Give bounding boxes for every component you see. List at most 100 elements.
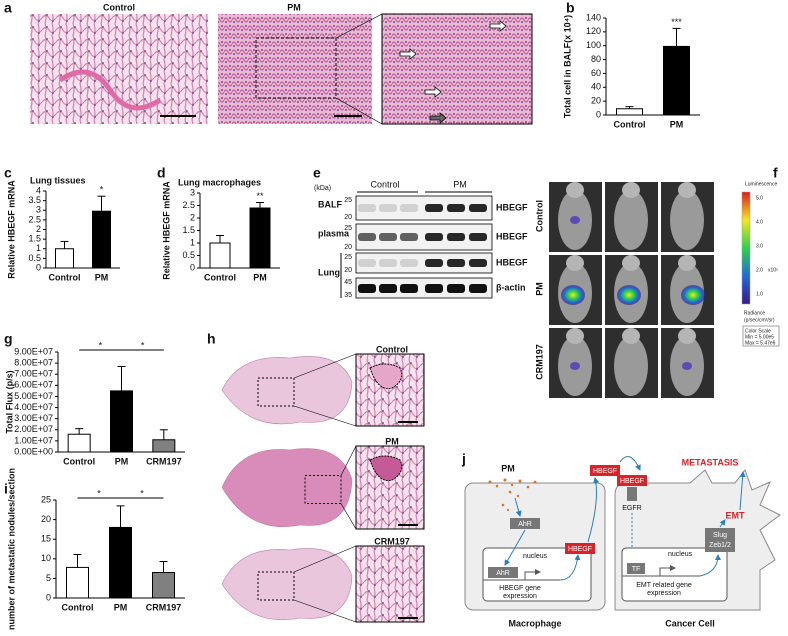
y-tick-label: 2.5	[182, 200, 195, 210]
panel-letter: a	[4, 0, 12, 16]
scale-tick: 5.0	[756, 195, 763, 201]
image-label: PM	[287, 2, 301, 12]
y-tick-label: 25	[41, 494, 51, 504]
bar	[152, 439, 176, 453]
kda-marker: 20	[344, 267, 352, 274]
y-tick-label: 0	[190, 262, 195, 272]
blot-band	[379, 284, 397, 293]
panel-letter: c	[4, 165, 12, 181]
mouse-head	[566, 255, 584, 271]
bar	[67, 433, 91, 453]
y-tick-label: 4.00E+07	[14, 402, 53, 412]
histology-zoom	[381, 13, 533, 125]
kda-marker: 45	[344, 279, 352, 286]
blot-band	[358, 233, 376, 241]
mouse-head	[566, 182, 584, 198]
diagram-label: expression	[503, 593, 537, 600]
diagram-label: AhR	[496, 570, 510, 577]
y-tick-label: 8.00E+07	[14, 357, 53, 367]
bar	[249, 207, 271, 269]
diagram-label: Macrophage	[508, 618, 561, 628]
y-tick-label: 0.00E+00	[14, 446, 53, 456]
x-tick-label: PM	[253, 272, 267, 282]
kda-marker: 20	[344, 214, 352, 221]
blot-image	[355, 252, 493, 274]
blot-band	[425, 233, 443, 241]
bar	[616, 108, 643, 116]
y-tick-label: 2.00E+07	[14, 424, 53, 434]
nodule	[369, 455, 403, 482]
scale-tick: 4.0	[756, 219, 763, 225]
zoom-line	[293, 405, 357, 427]
scale-tick: 3.0	[756, 243, 763, 249]
blot-band	[400, 204, 418, 212]
panel-e: (kDa) Control PM 25 20 HBEGF 25 20 HBEGF 25 20 H…	[314, 179, 528, 298]
blot-band	[400, 233, 418, 241]
blot-band	[447, 259, 465, 267]
blot-band	[469, 259, 487, 267]
y-tick-label: 9.00E+07	[14, 346, 53, 356]
zoom-line	[293, 545, 357, 573]
row-label: CRM197	[534, 344, 544, 380]
kda-marker: 35	[344, 292, 352, 299]
blot-band	[447, 284, 465, 293]
y-tick-label: 10	[41, 553, 51, 563]
tissue-section	[221, 448, 353, 527]
y-tick-label: 0.5	[182, 250, 195, 260]
panel-letter: g	[4, 331, 13, 347]
diagram-label: HBEGF	[593, 468, 617, 475]
diagram-label: Zeb1/2	[709, 542, 731, 549]
sample-label: plasma	[318, 228, 350, 238]
zoom-box	[304, 475, 342, 504]
bar	[109, 526, 132, 599]
zoom-line	[340, 503, 357, 530]
scale-tick: 2.0	[756, 267, 763, 273]
chart-title: Lung macrophages	[178, 177, 261, 187]
y-tick-label: 3.00E+07	[14, 413, 53, 423]
bar	[55, 248, 74, 269]
x-tick-label: PM	[114, 602, 128, 612]
tissue-section	[221, 356, 353, 425]
group-label: PM	[453, 179, 467, 189]
blot-band	[400, 284, 418, 293]
panel-letter: b	[566, 0, 575, 16]
blot-band	[425, 204, 443, 212]
protein-label: HBEGF	[496, 231, 528, 241]
x-tick-label: Control	[62, 602, 94, 612]
diagram-label: HBEGF	[620, 478, 644, 485]
scale-title: Luminescence	[745, 181, 777, 187]
diagram-label: PM	[501, 463, 515, 473]
bar	[66, 566, 89, 599]
y-tick-label: 20	[591, 96, 601, 106]
x-tick-label: Control	[49, 272, 81, 282]
x-tick-label: Control	[204, 272, 236, 282]
x-tick-label: PM	[95, 272, 109, 282]
blot-band	[358, 204, 376, 212]
y-axis-label: Relative HBEGF mRNA	[161, 181, 171, 280]
y-tick-label: 140	[586, 12, 601, 22]
x-tick-label: PM	[115, 456, 129, 466]
bar	[663, 45, 690, 116]
zoom-line	[340, 445, 357, 476]
y-tick-label: 1	[190, 237, 195, 247]
mouse-head	[622, 182, 640, 198]
scale-unit: x10⁶	[768, 267, 778, 273]
row-label: PM	[534, 282, 544, 296]
y-tick-label: 1.5	[28, 234, 41, 244]
y-tick-label: 1.5	[182, 225, 195, 235]
diagram-label: Cancer Cell	[665, 618, 715, 628]
scale-label: Color Scale	[745, 328, 771, 334]
scale-label: Min = 5.00e5	[745, 334, 774, 340]
y-tick-label: 2	[190, 212, 195, 222]
scale-label: Radiance	[744, 310, 765, 316]
significance: *	[100, 185, 104, 195]
blot-band	[447, 233, 465, 241]
y-tick-label: 0	[36, 262, 41, 272]
panel-letter: i	[4, 481, 8, 497]
mouse-head	[622, 328, 640, 344]
y-tick-label: 40	[591, 82, 601, 92]
significance: *	[140, 488, 144, 498]
mouse-body	[614, 190, 648, 250]
zoom-image	[355, 545, 425, 623]
